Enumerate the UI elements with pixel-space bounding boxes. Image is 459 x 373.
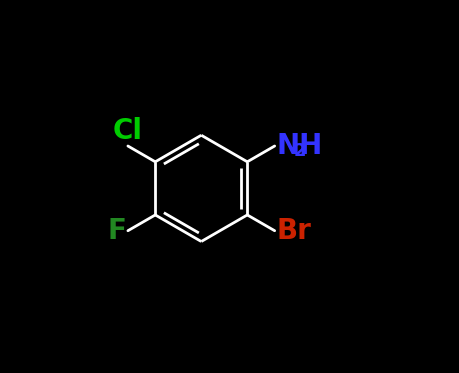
Text: F: F: [107, 217, 126, 245]
Text: Cl: Cl: [112, 117, 143, 145]
Text: 2: 2: [293, 142, 306, 160]
Text: Br: Br: [275, 217, 310, 245]
Text: NH: NH: [275, 132, 322, 160]
